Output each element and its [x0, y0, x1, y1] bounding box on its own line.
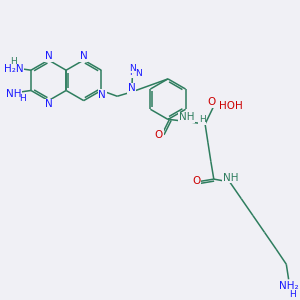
Text: H₂N: H₂N: [4, 64, 23, 74]
Text: NH: NH: [179, 112, 195, 122]
Text: N: N: [98, 89, 106, 100]
Text: O: O: [208, 97, 216, 107]
Text: H: H: [290, 290, 296, 299]
Text: N: N: [45, 51, 52, 61]
Text: N: N: [80, 51, 88, 61]
Text: N: N: [135, 69, 141, 78]
Text: H: H: [20, 94, 26, 103]
Text: N: N: [128, 83, 136, 93]
Text: NH: NH: [6, 89, 21, 99]
Text: H: H: [199, 115, 206, 124]
Text: NH: NH: [223, 172, 239, 183]
Text: O: O: [154, 130, 163, 140]
Text: N: N: [129, 64, 136, 73]
Text: N: N: [45, 99, 52, 110]
Text: HOH: HOH: [219, 101, 243, 111]
Text: H: H: [10, 57, 17, 66]
Text: N: N: [129, 68, 136, 77]
Text: O: O: [192, 176, 200, 185]
Text: NH₂: NH₂: [279, 281, 299, 291]
